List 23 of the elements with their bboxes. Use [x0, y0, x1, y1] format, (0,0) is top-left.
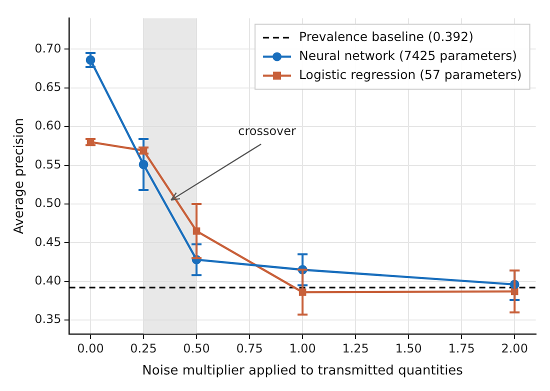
legend-label: Neural network (7425 parameters) — [299, 48, 518, 63]
y-axis-title: Average precision — [12, 118, 28, 234]
x-tick-label: 0.25 — [130, 341, 157, 356]
annotation: crossover — [238, 124, 296, 138]
x-tick-label: 2.00 — [501, 341, 528, 356]
x-tick-label: 0.75 — [236, 341, 263, 356]
legend-label: Prevalence baseline (0.392) — [299, 28, 474, 44]
x-tick-label: 1.75 — [448, 341, 475, 356]
y-tick-label: 0.40 — [34, 273, 62, 288]
y-tick-label: 0.55 — [34, 157, 62, 172]
y-tick-label: 0.35 — [34, 312, 62, 326]
x-axis-title: Noise multiplier applied to transmitted quantities — [142, 364, 464, 379]
x-tick-label: 0.00 — [77, 341, 104, 356]
y-tick-label: 0.70 — [34, 41, 62, 56]
x-tick-label: 0.50 — [183, 341, 210, 356]
legend-label: Logistic regression (57 parameters) — [299, 66, 522, 82]
y-tick-label: 0.50 — [34, 196, 62, 210]
y-tick-label: 0.45 — [34, 234, 62, 249]
x-tick-label: 1.25 — [342, 341, 369, 356]
y-tick-label: 0.65 — [34, 80, 62, 94]
x-tick-label: 1.00 — [289, 341, 316, 356]
y-tick-label: 0.60 — [34, 118, 62, 133]
x-tick-label: 1.50 — [395, 341, 422, 356]
